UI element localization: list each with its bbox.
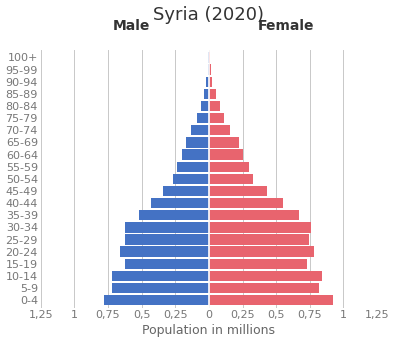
Bar — [209, 186, 267, 196]
Bar — [192, 125, 209, 135]
Bar — [201, 101, 209, 111]
Bar — [209, 162, 249, 172]
Bar — [209, 101, 220, 111]
Bar — [209, 76, 212, 87]
Bar — [208, 52, 209, 62]
Bar — [209, 88, 216, 99]
Bar — [209, 149, 243, 160]
Text: Male: Male — [113, 20, 150, 33]
Bar — [209, 247, 314, 257]
Bar — [197, 113, 209, 123]
Bar — [209, 125, 230, 135]
Bar — [209, 271, 322, 281]
Bar — [182, 149, 209, 160]
Bar — [209, 174, 253, 184]
Bar — [173, 174, 209, 184]
Bar — [209, 222, 311, 233]
Bar — [203, 88, 209, 99]
Bar — [209, 64, 211, 75]
Text: Female: Female — [258, 20, 314, 33]
X-axis label: Population in millions: Population in millions — [143, 324, 275, 338]
Bar — [209, 113, 224, 123]
Bar — [209, 52, 210, 62]
Bar — [209, 259, 307, 269]
Bar — [177, 162, 209, 172]
Bar — [126, 234, 209, 245]
Bar — [209, 198, 283, 208]
Bar — [186, 137, 209, 147]
Bar — [209, 234, 308, 245]
Bar — [208, 64, 209, 75]
Bar — [112, 283, 209, 293]
Bar — [209, 283, 319, 293]
Bar — [209, 137, 239, 147]
Bar — [206, 76, 209, 87]
Bar — [112, 271, 209, 281]
Bar — [126, 222, 209, 233]
Bar — [139, 210, 209, 221]
Bar — [163, 186, 209, 196]
Bar — [126, 259, 209, 269]
Title: Syria (2020): Syria (2020) — [153, 5, 264, 24]
Bar — [104, 295, 209, 305]
Bar — [151, 198, 209, 208]
Bar — [209, 210, 299, 221]
Bar — [209, 295, 333, 305]
Bar — [120, 247, 209, 257]
